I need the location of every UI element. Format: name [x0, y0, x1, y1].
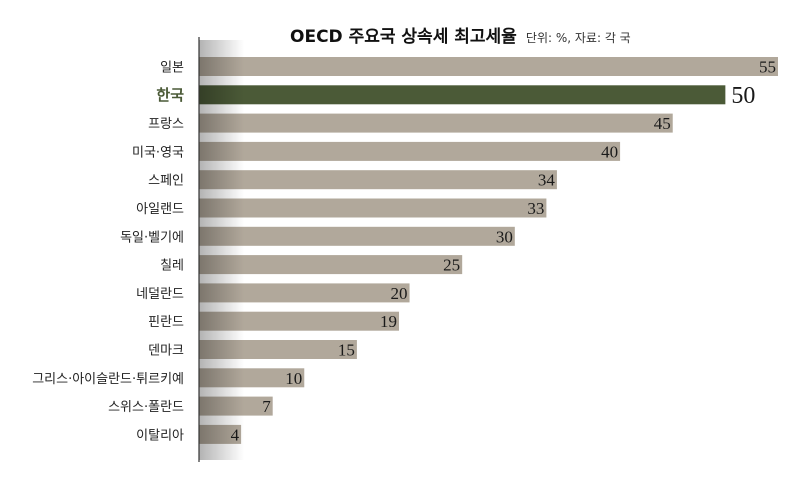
- axis-shadow: [199, 40, 244, 460]
- bar-5: [199, 198, 547, 218]
- value-label-8: 20: [391, 284, 408, 303]
- category-label-4: 스페인: [148, 174, 184, 189]
- bar-2: [199, 113, 673, 133]
- bar-3: [199, 141, 621, 161]
- chart-subtitle: 단위: %, 자료: 각 국: [525, 31, 631, 45]
- value-label-0: 55: [759, 58, 776, 77]
- category-label-11: 그리스·아이슬란드·튀르키예: [32, 372, 184, 387]
- category-label-7: 칠레: [160, 259, 184, 274]
- chart-title: OECD 주요국 상속세 최고세율: [290, 27, 517, 47]
- value-label-1: 50: [731, 83, 755, 109]
- value-label-11: 10: [285, 369, 302, 388]
- category-label-8: 네덜란드: [136, 287, 184, 302]
- value-label-10: 15: [338, 341, 355, 360]
- value-label-7: 25: [443, 256, 460, 275]
- category-label-13: 이탈리아: [136, 428, 184, 443]
- bar-7: [199, 255, 463, 275]
- value-label-4: 34: [538, 171, 556, 190]
- category-label-3: 미국·영국: [132, 145, 184, 160]
- category-label-0: 일본: [160, 61, 184, 76]
- bar-9: [199, 311, 400, 331]
- bar-8: [199, 283, 410, 303]
- bar-6: [199, 226, 515, 246]
- value-label-6: 30: [496, 227, 513, 246]
- category-label-10: 덴마크: [148, 344, 184, 359]
- value-label-5: 33: [527, 199, 544, 218]
- category-label-6: 독일·벨기에: [120, 230, 184, 245]
- bar-0: [199, 57, 778, 76]
- value-label-3: 40: [601, 142, 618, 161]
- bar-4: [199, 170, 557, 190]
- chart-title-block: OECD 주요국 상속세 최고세율 단위: %, 자료: 각 국: [290, 22, 631, 47]
- bar-1: [199, 85, 726, 105]
- category-label-1: 한국: [156, 86, 184, 104]
- category-label-2: 프랑스: [148, 117, 184, 132]
- value-label-9: 19: [380, 312, 397, 331]
- value-label-12: 7: [262, 397, 271, 416]
- category-label-5: 아일랜드: [136, 202, 184, 217]
- category-label-9: 핀란드: [148, 315, 184, 330]
- value-label-2: 45: [654, 114, 671, 133]
- category-label-12: 스위스·폴란드: [108, 400, 184, 415]
